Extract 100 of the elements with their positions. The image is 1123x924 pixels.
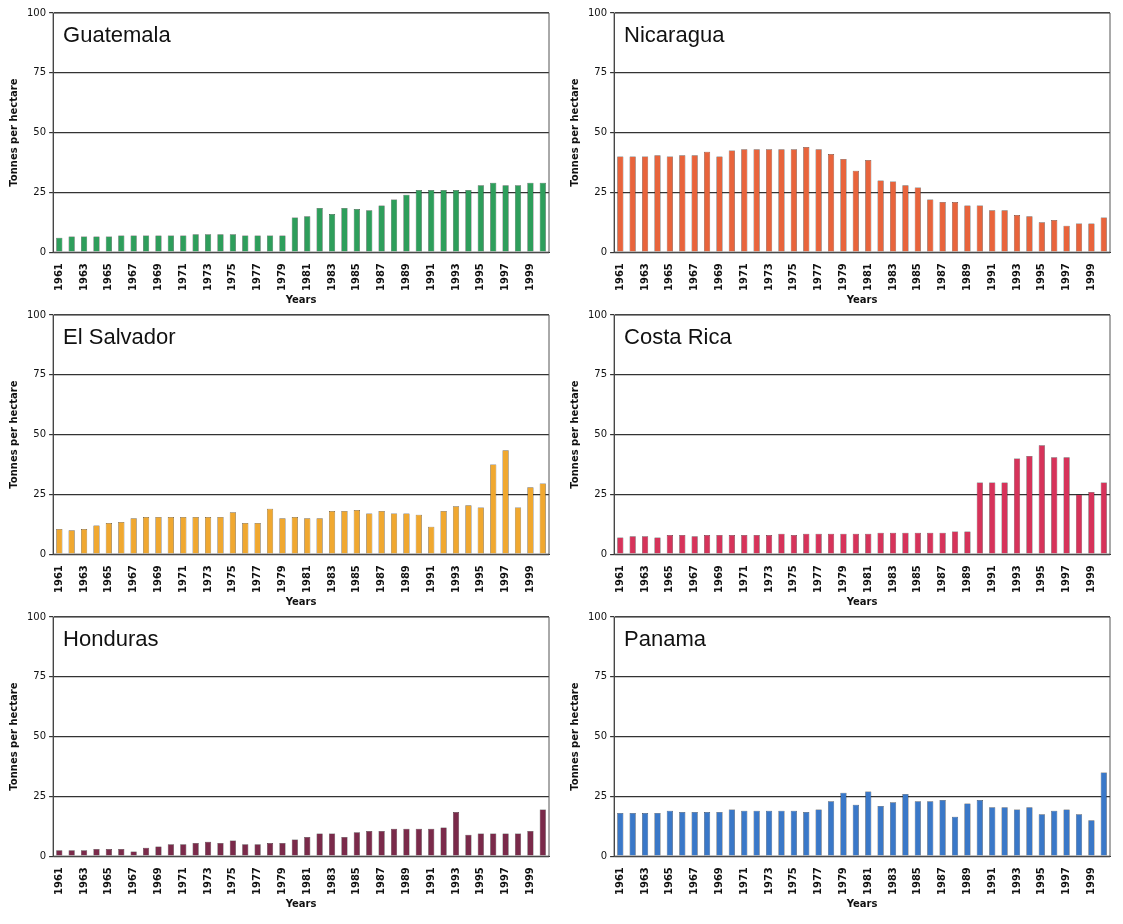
x-tick-label: 1991 [985, 263, 997, 292]
chart-title: Costa Rica [624, 324, 733, 350]
y-tick-label: 25 [33, 789, 47, 801]
x-tick-label: 1963 [638, 565, 650, 594]
x-tick-label: 1977 [812, 565, 824, 594]
x-axis-title: Years [284, 595, 317, 607]
y-tick-label: 25 [33, 185, 47, 197]
y-tick-label: 50 [33, 428, 47, 440]
x-tick-label: 1983 [325, 565, 337, 594]
x-tick-label: 1965 [663, 867, 675, 896]
x-tick-label: 1969 [152, 867, 164, 896]
x-tick-label: 1967 [127, 565, 139, 594]
y-axis-title: Tonnes per hectare [568, 78, 580, 187]
y-tick-label: 0 [600, 245, 608, 257]
x-tick-label: 1975 [787, 565, 799, 594]
x-tick-label: 1961 [52, 263, 64, 292]
x-tick-label: 1991 [985, 565, 997, 594]
x-tick-label: 1989 [400, 565, 412, 594]
x-tick-label: 1969 [713, 565, 725, 594]
x-tick-label: 1961 [52, 565, 64, 594]
y-tick-label: 25 [594, 487, 608, 499]
x-tick-label: 1975 [787, 867, 799, 896]
y-tick-label: 0 [39, 245, 47, 257]
x-tick-label: 1995 [474, 867, 486, 896]
x-tick-label: 1963 [77, 263, 89, 292]
x-tick-label: 1973 [201, 565, 213, 594]
x-tick-label: 1991 [424, 263, 436, 292]
x-tick-label: 1997 [499, 867, 511, 896]
y-tick-label: 100 [587, 610, 608, 622]
x-tick-label: 1985 [911, 263, 923, 292]
x-tick-label: 1993 [449, 263, 461, 292]
x-tick-label: 1989 [961, 565, 973, 594]
x-tick-label: 1973 [201, 867, 213, 896]
x-tick-label: 1973 [762, 565, 774, 594]
y-axis-title: Tonnes per hectare [568, 380, 580, 489]
x-tick-label: 1981 [861, 565, 873, 594]
x-tick-label: 1985 [350, 565, 362, 594]
x-tick-label: 1971 [737, 867, 749, 896]
y-axis-title: Tonnes per hectare [7, 380, 19, 489]
y-tick-label: 50 [594, 428, 608, 440]
x-tick-label: 1973 [762, 263, 774, 292]
y-tick-label: 50 [594, 730, 608, 742]
x-tick-label: 1993 [449, 565, 461, 594]
y-tick-label: 50 [33, 126, 47, 138]
y-tick-label: 0 [600, 849, 608, 861]
x-tick-label: 1977 [251, 867, 263, 896]
x-tick-label: 1999 [1085, 867, 1096, 896]
x-tick-label: 1983 [325, 867, 337, 896]
x-tick-label: 1969 [152, 565, 164, 594]
x-tick-label: 1971 [737, 565, 749, 594]
x-tick-label: 1975 [787, 263, 799, 292]
x-tick-label: 1989 [961, 867, 973, 896]
x-tick-label: 1993 [449, 867, 461, 896]
x-tick-label: 1965 [663, 263, 675, 292]
x-tick-label: 1973 [201, 263, 213, 292]
x-tick-label: 1981 [300, 263, 312, 292]
x-tick-label: 1967 [688, 263, 700, 292]
x-tick-label: 1967 [688, 867, 700, 896]
x-tick-label: 1977 [251, 565, 263, 594]
x-tick-label: 1963 [638, 263, 650, 292]
x-tick-label: 1995 [474, 565, 486, 594]
x-tick-label: 1981 [300, 565, 312, 594]
y-tick-label: 100 [587, 308, 608, 320]
x-tick-label: 1967 [127, 867, 139, 896]
x-tick-label: 1999 [1085, 565, 1096, 594]
y-tick-label: 100 [26, 6, 47, 18]
x-tick-label: 1971 [737, 263, 749, 292]
x-tick-label: 1963 [77, 867, 89, 896]
x-tick-label: 1965 [102, 565, 114, 594]
x-tick-label: 1963 [638, 867, 650, 896]
x-axis-title: Years [845, 595, 878, 607]
x-tick-label: 1975 [226, 565, 238, 594]
x-tick-label: 1965 [102, 867, 114, 896]
x-tick-label: 1989 [400, 263, 412, 292]
x-tick-label: 1963 [77, 565, 89, 594]
x-tick-label: 1967 [688, 565, 700, 594]
y-axis-title: Tonnes per hectare [7, 78, 19, 187]
y-tick-label: 25 [594, 789, 608, 801]
x-tick-label: 1991 [985, 867, 997, 896]
x-axis-title: Years [284, 293, 317, 305]
x-tick-label: 1999 [524, 867, 535, 896]
x-tick-label: 1979 [837, 263, 849, 292]
x-tick-label: 1997 [499, 565, 511, 594]
x-tick-label: 1977 [812, 867, 824, 896]
y-tick-label: 75 [33, 66, 47, 78]
x-tick-label: 1979 [837, 867, 849, 896]
x-tick-label: 1965 [663, 565, 675, 594]
x-tick-label: 1987 [375, 867, 387, 896]
x-tick-label: 1991 [424, 867, 436, 896]
x-tick-label: 1977 [251, 263, 263, 292]
y-tick-label: 75 [594, 368, 608, 380]
x-tick-label: 1961 [613, 263, 625, 292]
x-tick-label: 1999 [524, 565, 535, 594]
y-tick-label: 0 [600, 547, 608, 559]
x-tick-label: 1995 [474, 263, 486, 292]
x-tick-label: 1985 [350, 867, 362, 896]
x-tick-label: 1981 [300, 867, 312, 896]
x-tick-label: 1985 [911, 867, 923, 896]
chart-title: Nicaragua [624, 22, 726, 48]
x-tick-label: 1971 [176, 565, 188, 594]
